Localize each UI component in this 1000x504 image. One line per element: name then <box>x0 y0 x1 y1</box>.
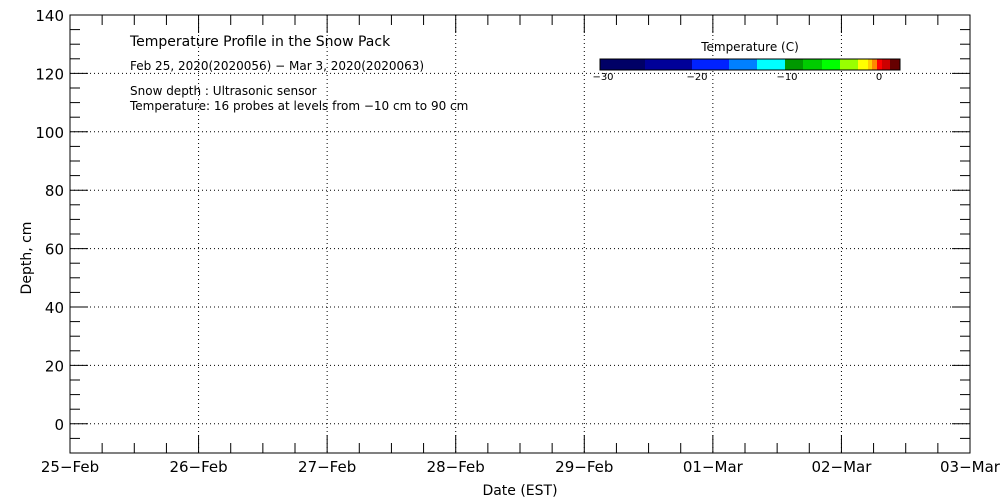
chart-title: Temperature Profile in the Snow Pack <box>129 34 391 50</box>
colorbar-tick-label: −10 <box>776 72 797 83</box>
y-tick-labels: 0 20 40 60 80 100 120 140 <box>35 7 64 434</box>
x-tick-label: 28−Feb <box>427 458 485 476</box>
x-tick-label: 27−Feb <box>298 458 356 476</box>
colorbar: −30 −20 −10 0 <box>592 58 901 83</box>
x-tick-label: 01−Mar <box>683 458 744 476</box>
colorbar-tick-label: 0 <box>876 72 882 83</box>
axis-ticks <box>69 14 971 454</box>
y-tick-label: 100 <box>35 124 64 142</box>
colorbar-segment <box>692 59 729 70</box>
colorbar-segment <box>822 59 840 70</box>
colorbar-segment <box>890 59 900 70</box>
colorbar-tick-label: −30 <box>592 72 613 83</box>
colorbar-segment <box>757 59 785 70</box>
y-axis-label: Depth, cm <box>19 222 35 295</box>
colorbar-segment <box>858 59 868 70</box>
colorbar-segment <box>868 59 872 70</box>
x-tick-label: 03−Mar <box>940 458 1000 476</box>
colorbar-segment <box>645 59 692 70</box>
colorbar-segment <box>600 59 645 70</box>
colorbar-segment <box>882 59 890 70</box>
x-tick-label: 26−Feb <box>169 458 227 476</box>
colorbar-segment <box>840 59 858 70</box>
colorbar-segment <box>785 59 803 70</box>
y-tick-label: 40 <box>45 299 64 317</box>
colorbar-segment <box>803 59 822 70</box>
y-tick-label: 80 <box>45 182 64 200</box>
y-tick-label: 20 <box>45 357 64 375</box>
grid <box>70 15 970 453</box>
plot-frame <box>69 14 971 454</box>
colorbar-frame <box>599 58 901 71</box>
colorbar-label: Temperature (C) <box>700 40 799 54</box>
y-tick-label: 140 <box>35 7 64 25</box>
y-tick-label: 0 <box>54 416 64 434</box>
colorbar-tick-label: −20 <box>686 72 707 83</box>
y-tick-label: 60 <box>45 241 64 259</box>
chart-subtitle: Feb 25, 2020(2020056) − Mar 3, 2020(2020… <box>130 59 424 73</box>
x-tick-label: 25−Feb <box>41 458 99 476</box>
colorbar-segment <box>729 59 757 70</box>
x-tick-labels: 25−Feb 26−Feb 27−Feb 28−Feb 29−Feb 01−Mar 02−M… <box>41 458 1000 476</box>
x-tick-label: 02−Mar <box>811 458 872 476</box>
y-tick-label: 120 <box>35 65 64 83</box>
x-tick-label: 29−Feb <box>555 458 613 476</box>
annotation-temperature: Temperature: 16 probes at levels from −1… <box>129 99 468 113</box>
x-axis-label: Date (EST) <box>482 483 557 499</box>
colorbar-segment <box>872 59 877 70</box>
annotation-snow-depth: Snow depth : Ultrasonic sensor <box>130 84 317 98</box>
colorbar-segment <box>877 59 882 70</box>
